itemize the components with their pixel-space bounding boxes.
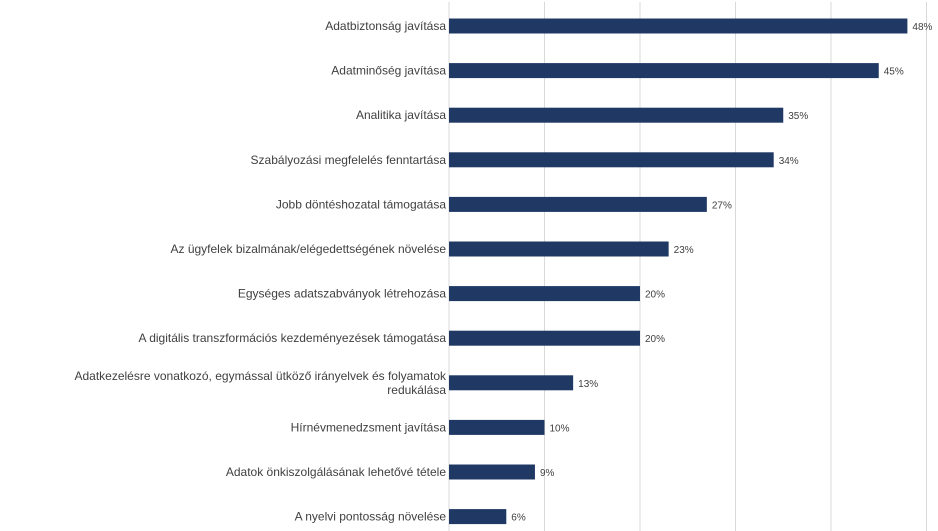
value-label: 34%	[779, 156, 799, 167]
bar	[449, 152, 774, 168]
category-label: A digitális transzformációs kezdeményezé…	[139, 331, 447, 345]
category-label: Szabályozási megfelelés fenntartása	[251, 153, 447, 167]
category-label: Egységes adatszabványok létrehozása	[238, 287, 446, 301]
category-label: Adatbiztonság javítása	[325, 19, 446, 33]
value-label: 48%	[912, 22, 932, 33]
value-label: 20%	[645, 290, 665, 301]
value-label: 10%	[550, 423, 570, 434]
category-label: Analitika javítása	[356, 108, 446, 122]
value-label: 35%	[788, 111, 808, 122]
category-label: Hírnévmenedzsment javítása	[291, 420, 447, 434]
bar	[449, 464, 535, 480]
bar	[449, 63, 879, 79]
bar	[449, 241, 669, 257]
bar	[449, 509, 507, 525]
value-label: 27%	[712, 200, 732, 211]
category-label: A nyelvi pontosság növelése	[295, 510, 447, 524]
value-label: 45%	[884, 67, 904, 78]
category-label: Adatok önkiszolgálásának lehetővé tétele	[226, 465, 446, 479]
gridlines	[448, 2, 927, 531]
bar	[449, 107, 784, 123]
value-labels: 48% 45% 35% 34% 27% 23% 20% 20% 13% 10% 9% 6%	[511, 22, 932, 524]
category-labels: Adatbiztonság javítása Adatminőség javítá…	[74, 19, 447, 524]
bar	[449, 375, 574, 391]
value-label: 20%	[645, 334, 665, 345]
bar	[449, 286, 640, 302]
category-label: Adatminőség javítása	[331, 64, 446, 78]
category-label: Adatkezelésre vonatkozó, egymással ütköz…	[74, 369, 447, 397]
bars	[449, 18, 908, 525]
value-label: 6%	[511, 513, 526, 524]
category-label: Az ügyfelek bizalmának/elégedettségének …	[170, 242, 446, 256]
category-label: Jobb döntéshozatal támogatása	[276, 197, 446, 211]
bar	[449, 18, 908, 34]
bar	[449, 419, 545, 435]
bar	[449, 196, 707, 212]
value-label: 13%	[578, 379, 598, 390]
value-label: 9%	[540, 468, 555, 479]
bar	[449, 330, 640, 346]
value-label: 23%	[674, 245, 694, 256]
